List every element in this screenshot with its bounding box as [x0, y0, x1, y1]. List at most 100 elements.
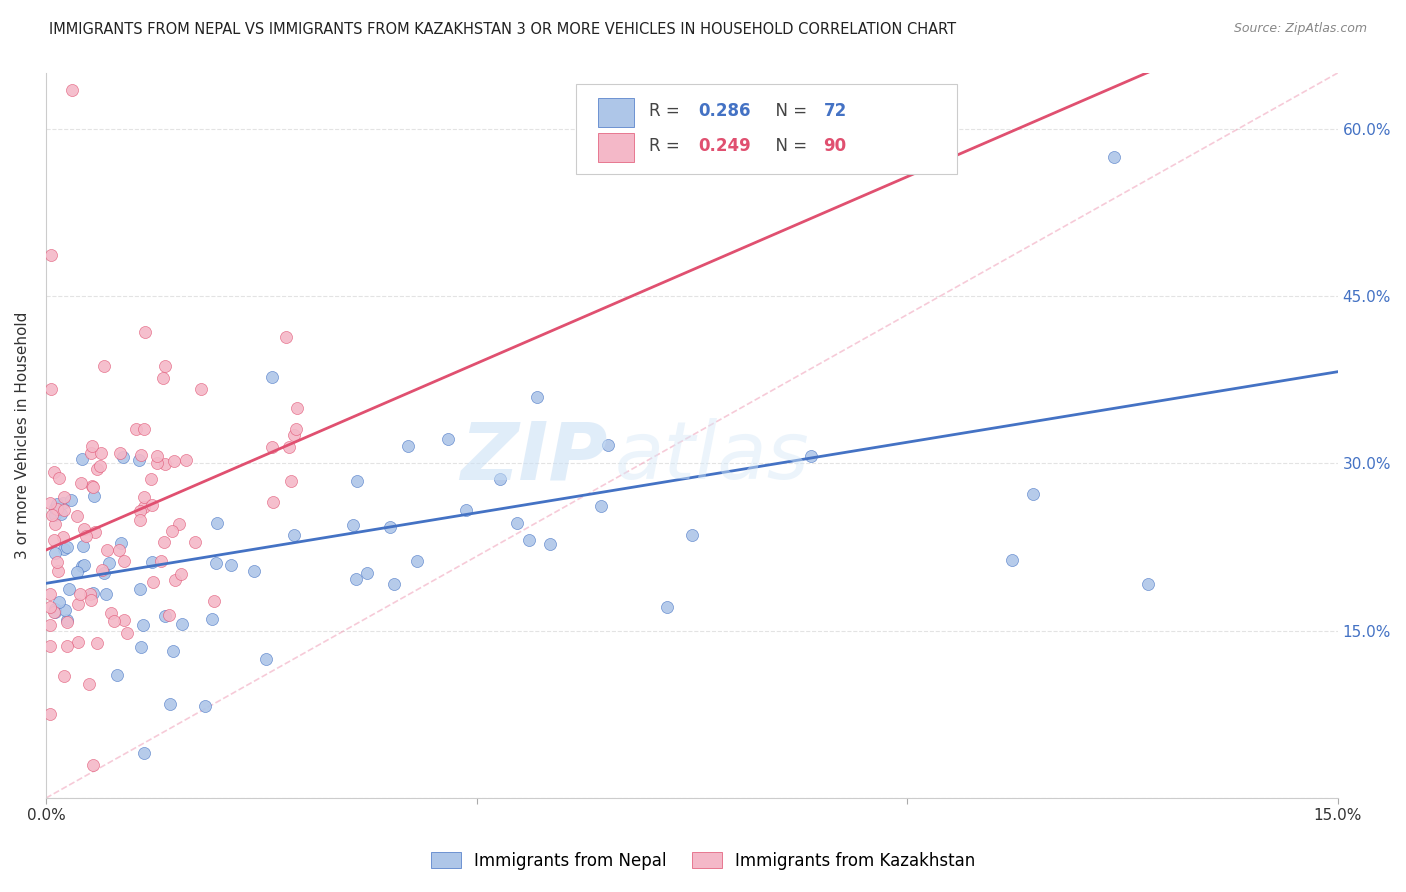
Point: [97, 556, 120, 570]
Point: [41, 508, 63, 523]
Point: [82, 585, 104, 599]
Point: [283, 428, 305, 442]
Point: [132, 500, 155, 515]
Point: [51, 507, 73, 521]
Point: [86, 636, 108, 650]
Text: R =: R =: [650, 103, 685, 120]
Point: [44, 602, 66, 616]
Point: [82, 757, 104, 772]
Point: [131, 618, 153, 632]
Point: [396, 439, 419, 453]
Point: [437, 433, 460, 447]
Point: [112, 553, 135, 567]
Point: [79, 446, 101, 460]
Point: [598, 438, 620, 452]
Point: [1001, 552, 1024, 566]
Point: [59, 493, 82, 508]
Point: [406, 554, 429, 568]
Point: [280, 475, 302, 489]
Point: [153, 457, 176, 471]
Point: [75, 529, 97, 543]
Point: [132, 422, 155, 436]
Text: 0.249: 0.249: [699, 137, 751, 155]
Point: [83, 524, 105, 539]
Point: [134, 490, 156, 504]
Point: [589, 500, 612, 514]
Point: [42, 605, 65, 619]
Point: [108, 446, 131, 460]
Point: [108, 542, 131, 557]
Text: R =: R =: [650, 137, 685, 155]
Point: [82, 439, 104, 453]
Point: [194, 698, 217, 713]
Point: [129, 448, 152, 462]
Point: [69, 587, 91, 601]
Point: [378, 520, 401, 534]
Point: [100, 606, 122, 620]
Point: [128, 513, 150, 527]
Point: [153, 608, 176, 623]
Point: [1021, 487, 1043, 501]
Point: [77, 677, 100, 691]
Point: [159, 697, 181, 711]
Point: [44, 500, 66, 515]
Point: [146, 456, 169, 470]
Point: [184, 534, 207, 549]
Point: [60, 83, 83, 97]
Point: [162, 644, 184, 658]
Point: [285, 422, 308, 436]
Point: [53, 603, 76, 617]
Point: [39, 248, 62, 262]
Point: [58, 582, 80, 596]
Point: [262, 370, 284, 384]
Text: N =: N =: [765, 137, 813, 155]
Point: [517, 533, 540, 547]
Bar: [598, 133, 634, 162]
Point: [344, 573, 367, 587]
Point: [205, 556, 228, 570]
Bar: [598, 98, 634, 128]
Point: [52, 542, 75, 557]
Point: [128, 503, 150, 517]
Point: [162, 454, 184, 468]
Point: [73, 522, 96, 536]
Point: [141, 472, 163, 486]
Point: [160, 524, 183, 539]
Point: [39, 382, 62, 396]
Point: [90, 563, 112, 577]
Point: [52, 496, 75, 510]
Point: [80, 592, 103, 607]
Point: [150, 554, 173, 568]
Point: [70, 476, 93, 491]
Point: [44, 517, 66, 532]
Point: [356, 566, 378, 580]
Point: [243, 564, 266, 578]
Point: [132, 747, 155, 761]
Point: [82, 480, 104, 494]
Point: [39, 639, 62, 653]
Point: [262, 440, 284, 454]
Point: [129, 582, 152, 597]
Point: [45, 555, 67, 569]
Point: [219, 558, 242, 572]
Point: [112, 613, 135, 627]
Point: [538, 537, 561, 551]
Point: [90, 445, 112, 459]
Point: [382, 577, 405, 591]
Point: [52, 503, 75, 517]
Point: [506, 516, 529, 530]
Point: [134, 326, 156, 340]
Point: [39, 600, 62, 615]
Point: [105, 668, 128, 682]
Point: [205, 516, 228, 531]
Point: [66, 565, 89, 579]
Text: IMMIGRANTS FROM NEPAL VS IMMIGRANTS FROM KAZAKHSTAN 3 OR MORE VEHICLES IN HOUSEH: IMMIGRANTS FROM NEPAL VS IMMIGRANTS FROM…: [49, 22, 956, 37]
Point: [167, 517, 190, 532]
Point: [103, 614, 125, 628]
Point: [342, 518, 364, 533]
Point: [83, 489, 105, 503]
Point: [1137, 576, 1160, 591]
Point: [277, 440, 299, 454]
Text: 0.286: 0.286: [699, 103, 751, 120]
FancyBboxPatch shape: [575, 84, 956, 175]
